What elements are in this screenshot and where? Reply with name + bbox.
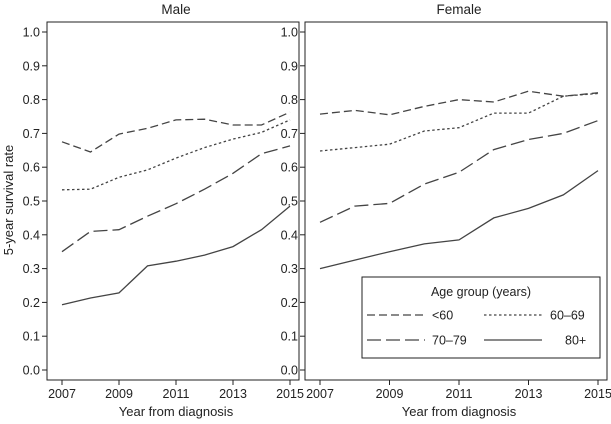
x-tick-label: 2009 [105,387,133,401]
legend: Age group (years) <60 60–69 70–79 80+ [361,276,601,359]
y-tick-label: 0.5 [23,195,40,209]
x-tick-label: 2013 [515,387,543,401]
panel-title: Male [161,2,190,17]
legend-entry: 80+ [565,334,586,348]
x-tick-label: 2015 [276,387,304,401]
plot-frame [46,21,300,381]
y-tick-label: 0.9 [281,59,298,73]
y-tick-label: 0.4 [23,228,40,242]
legend-title: Age group (years) [431,285,531,299]
y-tick-label: 0.2 [23,296,40,310]
y-tick-label: 0.5 [281,195,298,209]
series-line-under-60 [61,111,291,153]
y-tick-label: 0.1 [23,330,40,344]
y-tick-label: 0.3 [281,262,298,276]
legend-entry: 70–79 [432,334,467,348]
x-tick-label: 2011 [446,387,473,401]
y-tick-label: 0.6 [281,161,298,175]
y-tick-label: 0.0 [23,364,40,378]
y-tick-label: 1.0 [281,26,298,40]
panel-male: Male 0.0 0.1 0.2 0.3 0.4 0.5 0.6 0.7 0.8 0.9 1.0 200… [23,2,304,419]
y-axis-label: 5-year survival rate [1,145,16,256]
y-tick-label: 1.0 [23,26,40,40]
y-tick-label: 0.3 [23,262,40,276]
x-tick-label: 2015 [584,387,611,401]
panel-title: Female [436,2,481,17]
y-tick-label: 0.6 [23,161,40,175]
y-tick-label: 0.2 [281,296,298,310]
x-tick-label: 2009 [376,387,404,401]
series-line-under-60 [319,90,599,116]
x-axis-label: Year from diagnosis [119,404,234,419]
series-line-70-79 [61,145,291,253]
y-tick-label: 0.1 [281,330,298,344]
panels: Male 0.0 0.1 0.2 0.3 0.4 0.5 0.6 0.7 0.8 0.9 1.0 200… [23,2,611,419]
legend-entry: 60–69 [550,309,585,323]
y-tick-label: 0.7 [23,127,40,141]
y-tick-label: 0.7 [281,127,298,141]
y-tick-label: 0.9 [23,59,40,73]
y-tick-label: 0.0 [281,364,298,378]
x-tick-label: 2007 [306,387,334,401]
legend-entry: <60 [432,309,453,323]
series-line-70-79 [319,119,599,223]
x-tick-label: 2011 [163,387,190,401]
y-tick-label: 0.8 [23,93,40,107]
series-line-60-69 [319,92,599,152]
series-line-60-69 [61,119,291,191]
y-tick-label: 0.4 [281,228,298,242]
x-tick-label: 2013 [219,387,247,401]
x-axis-label: Year from diagnosis [402,404,517,419]
x-tick-label: 2007 [48,387,76,401]
series-line-80-plus [319,170,599,270]
panel-female: Female 0.0 0.1 0.2 0.3 0.4 0.5 0.6 0.7 0.8 0.9 1.0 2… [281,2,611,419]
legend-box [361,276,601,359]
y-tick-label: 0.8 [281,93,298,107]
series-line-80-plus [61,205,291,306]
